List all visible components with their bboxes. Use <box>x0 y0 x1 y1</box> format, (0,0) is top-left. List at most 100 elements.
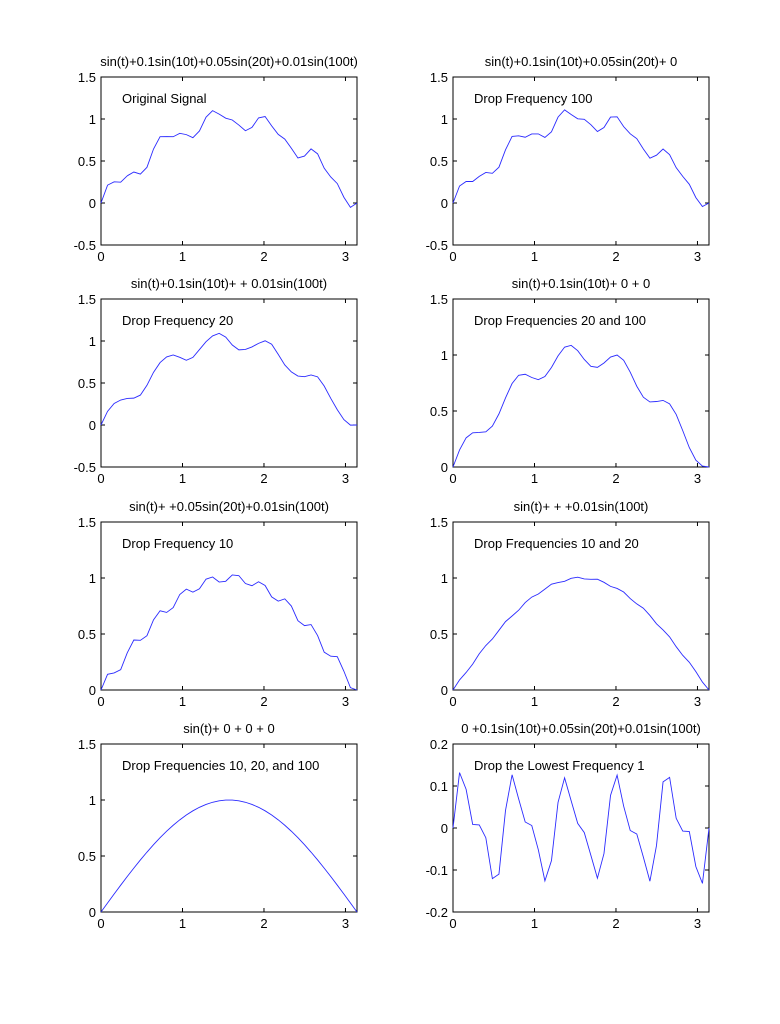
signal-line <box>100 799 358 913</box>
y-tick-label: 1.5 <box>430 292 448 307</box>
x-tick-label: 3 <box>342 916 349 931</box>
x-tick-label: 0 <box>449 694 456 709</box>
x-tick-label: 0 <box>449 916 456 931</box>
x-tick-label: 2 <box>260 694 267 709</box>
signal-line <box>452 344 710 468</box>
x-tick-label: 0 <box>449 471 456 486</box>
annotation-label: Drop the Lowest Frequency 1 <box>474 758 645 773</box>
y-tick-label: 0.2 <box>430 737 448 752</box>
subplot-title: sin(t)+0.1sin(10t)+0.05sin(20t)+ 0 <box>485 54 678 69</box>
signal-line <box>100 574 358 691</box>
x-tick-label: 1 <box>531 694 538 709</box>
subplot-title: sin(t)+0.1sin(10t)+ + 0.01sin(100t) <box>131 276 327 291</box>
annotation-label: Drop Frequency 20 <box>122 313 233 328</box>
x-tick-label: 1 <box>179 916 186 931</box>
y-tick-label: -0.2 <box>426 905 448 920</box>
subplot-title: sin(t)+0.1sin(10t)+ 0 + 0 <box>512 276 650 291</box>
signal-line <box>452 772 710 884</box>
x-tick-label: 2 <box>612 471 619 486</box>
axes-box <box>452 521 710 691</box>
x-tick-label: 2 <box>260 916 267 931</box>
signal-line <box>452 576 710 691</box>
y-tick-label: 1 <box>89 112 96 127</box>
x-tick-label: 3 <box>694 694 701 709</box>
annotation-label: Original Signal <box>122 91 207 106</box>
y-tick-label: 1 <box>441 112 448 127</box>
y-tick-label: 0.5 <box>78 627 96 642</box>
subplot-5: sin(t)+ +0.05sin(20t)+0.01sin(100t) Drop … <box>78 499 358 709</box>
axes-box <box>452 298 710 468</box>
signal-line <box>100 110 358 208</box>
x-tick-label: 1 <box>179 694 186 709</box>
y-tick-label: 0 <box>89 683 96 698</box>
x-tick-label: 3 <box>342 694 349 709</box>
subplot-4: sin(t)+0.1sin(10t)+ 0 + 0 Drop Frequencie… <box>430 276 710 486</box>
y-tick-label: 1.5 <box>78 737 96 752</box>
y-tick-label: 0.5 <box>430 154 448 169</box>
axes-box <box>100 521 358 691</box>
y-tick-label: 0 <box>441 683 448 698</box>
subplot-title: sin(t)+ 0 + 0 + 0 <box>183 721 274 736</box>
subplot-1: sin(t)+0.1sin(10t)+0.05sin(20t)+0.01sin(… <box>74 54 358 264</box>
subplot-title: sin(t)+ +0.05sin(20t)+0.01sin(100t) <box>129 499 329 514</box>
axes-box <box>100 743 358 913</box>
x-tick-label: 2 <box>612 694 619 709</box>
y-tick-label: -0.5 <box>426 238 448 253</box>
x-tick-label: 0 <box>97 694 104 709</box>
y-tick-label: 1 <box>441 571 448 586</box>
y-tick-label: 0.5 <box>78 376 96 391</box>
y-tick-label: 0 <box>89 196 96 211</box>
y-tick-label: 0.5 <box>430 627 448 642</box>
subplot-8: 0 +0.1sin(10t)+0.05sin(20t)+0.01sin(100t… <box>426 721 710 931</box>
y-tick-label: -0.5 <box>74 460 96 475</box>
y-tick-label: 1 <box>89 571 96 586</box>
y-tick-label: 0.5 <box>78 154 96 169</box>
annotation-label: Drop Frequencies 10, 20, and 100 <box>122 758 319 773</box>
x-tick-label: 1 <box>179 249 186 264</box>
x-tick-label: 3 <box>342 471 349 486</box>
annotation-label: Drop Frequency 100 <box>474 91 593 106</box>
annotation-label: Drop Frequencies 20 and 100 <box>474 313 646 328</box>
y-tick-label: 1.5 <box>78 515 96 530</box>
subplot-title: 0 +0.1sin(10t)+0.05sin(20t)+0.01sin(100t… <box>461 721 701 736</box>
x-tick-label: 3 <box>342 249 349 264</box>
y-tick-label: 0 <box>89 905 96 920</box>
x-tick-label: 2 <box>260 471 267 486</box>
subplot-title: sin(t)+0.1sin(10t)+0.05sin(20t)+0.01sin(… <box>100 54 358 69</box>
x-tick-label: 1 <box>531 916 538 931</box>
y-tick-label: 0 <box>441 821 448 836</box>
signal-line <box>452 109 710 208</box>
subplot-2: sin(t)+0.1sin(10t)+0.05sin(20t)+ 0 Drop F… <box>426 54 710 264</box>
annotation-label: Drop Frequencies 10 and 20 <box>474 536 639 551</box>
x-tick-label: 3 <box>694 471 701 486</box>
y-tick-label: -0.1 <box>426 863 448 878</box>
annotation-label: Drop Frequency 10 <box>122 536 233 551</box>
y-tick-label: 1.5 <box>430 515 448 530</box>
y-tick-label: 1.5 <box>78 70 96 85</box>
y-tick-label: 1.5 <box>430 70 448 85</box>
subplot-7: sin(t)+ 0 + 0 + 0 Drop Frequencies 10, 20… <box>78 721 358 931</box>
x-tick-label: 3 <box>694 249 701 264</box>
x-tick-label: 1 <box>531 249 538 264</box>
y-tick-label: 0 <box>441 460 448 475</box>
signal-line <box>100 332 358 426</box>
y-tick-label: 1 <box>89 334 96 349</box>
y-tick-label: 1 <box>441 348 448 363</box>
y-tick-label: 0 <box>89 418 96 433</box>
y-tick-label: 1 <box>89 793 96 808</box>
x-tick-label: 0 <box>97 916 104 931</box>
x-tick-label: 0 <box>97 249 104 264</box>
x-tick-label: 0 <box>97 471 104 486</box>
x-tick-label: 2 <box>612 916 619 931</box>
y-tick-label: 0 <box>441 196 448 211</box>
x-tick-label: 2 <box>260 249 267 264</box>
x-tick-label: 1 <box>179 471 186 486</box>
y-tick-label: 0.5 <box>78 849 96 864</box>
y-tick-label: 0.5 <box>430 404 448 419</box>
x-tick-label: 0 <box>449 249 456 264</box>
x-tick-label: 3 <box>694 916 701 931</box>
subplot-3: sin(t)+0.1sin(10t)+ + 0.01sin(100t) Drop … <box>74 276 358 486</box>
y-tick-label: 0.1 <box>430 779 448 794</box>
y-tick-label: 1.5 <box>78 292 96 307</box>
